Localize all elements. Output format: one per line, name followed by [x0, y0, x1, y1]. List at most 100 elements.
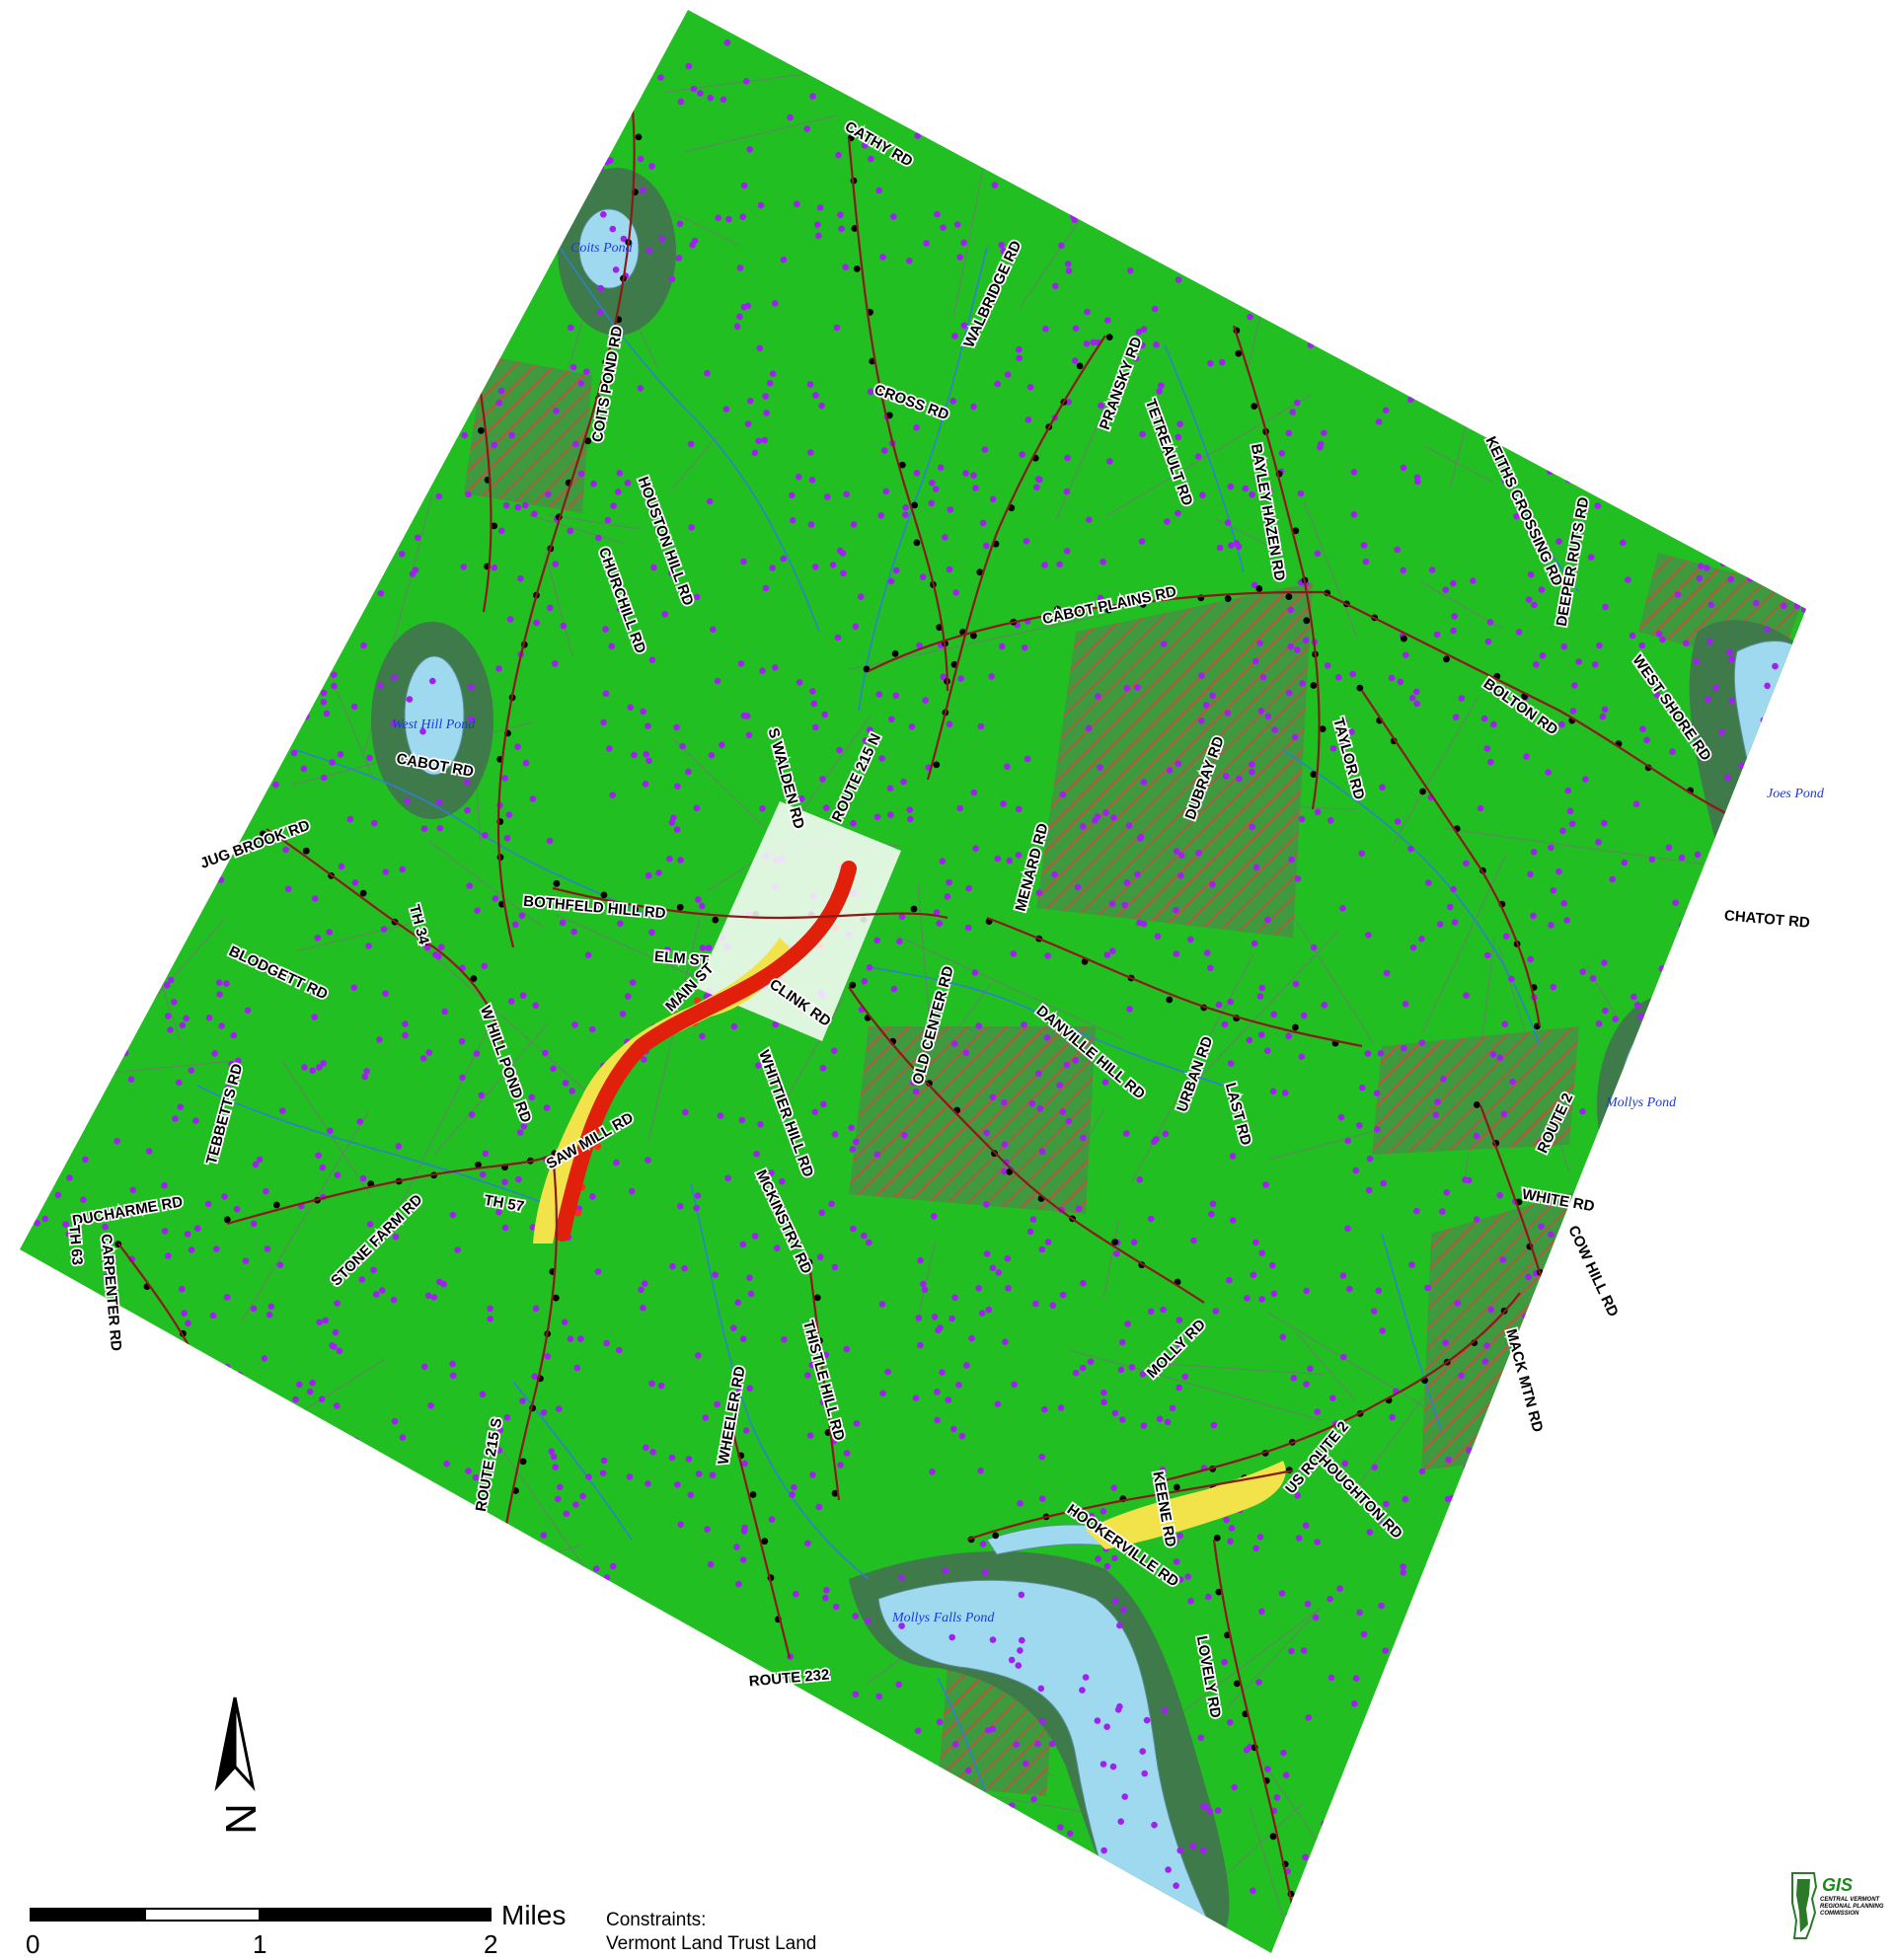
point-purple: [223, 1363, 231, 1371]
point-purple: [1335, 674, 1342, 681]
point-purple: [1496, 1191, 1503, 1199]
point-purple: [851, 1801, 858, 1809]
point-purple: [1518, 417, 1526, 425]
point-purple: [425, 1049, 433, 1056]
point-purple: [1561, 1423, 1569, 1430]
point-purple: [175, 913, 182, 921]
point-purple: [1666, 1427, 1673, 1435]
point-purple: [1045, 110, 1053, 117]
point-purple: [1419, 248, 1427, 255]
point-purple: [1037, 1685, 1045, 1693]
point-purple: [1688, 1779, 1696, 1786]
point-purple: [998, 241, 1005, 249]
point-purple: [437, 943, 445, 950]
point-purple: [714, 1686, 721, 1694]
point-purple: [837, 211, 844, 218]
point-purple: [1818, 1239, 1825, 1245]
point-purple: [1310, 943, 1318, 951]
point-purple: [693, 593, 701, 601]
point-purple: [309, 1379, 316, 1387]
point-purple: [1595, 159, 1602, 166]
point-purple: [79, 1343, 87, 1350]
point-purple: [56, 536, 63, 543]
point-purple: [1052, 282, 1059, 290]
point-purple: [349, 1495, 357, 1502]
point-purple: [974, 105, 982, 113]
parcel-line: [372, 1543, 539, 1546]
point-purple: [1032, 75, 1040, 82]
point-purple: [822, 804, 830, 811]
point-purple: [1595, 839, 1602, 846]
point-purple: [1065, 1117, 1073, 1125]
point-purple: [1072, 1895, 1079, 1903]
point-purple: [1083, 206, 1090, 214]
point-purple: [1670, 1669, 1678, 1676]
point-purple: [429, 677, 436, 685]
point-purple: [1365, 932, 1372, 939]
point-purple: [602, 82, 610, 90]
point-purple: [692, 1870, 699, 1877]
point-purple: [1408, 1261, 1415, 1268]
point-purple: [707, 94, 715, 102]
point-purple: [989, 1264, 997, 1272]
point-purple: [1746, 1039, 1753, 1047]
point-purple: [1072, 1057, 1079, 1064]
point-purple: [1036, 1105, 1044, 1112]
point-purple: [1442, 1339, 1449, 1346]
point-purple: [1024, 113, 1032, 119]
point-black: [442, 220, 449, 228]
point-purple: [1633, 1586, 1640, 1593]
point-black: [970, 632, 977, 640]
point-purple: [1591, 661, 1599, 668]
point-purple: [1585, 62, 1592, 70]
point-purple: [679, 742, 686, 750]
point-purple: [1683, 1498, 1691, 1506]
point-purple: [1757, 1257, 1765, 1264]
point-purple: [599, 1470, 607, 1476]
point-purple: [333, 1402, 341, 1409]
point-purple: [91, 1564, 99, 1571]
point-purple: [197, 265, 204, 272]
point-purple: [862, 737, 870, 744]
point-purple: [311, 1432, 318, 1440]
point-purple: [1216, 544, 1224, 552]
point-purple: [1587, 1731, 1595, 1739]
point-purple: [1024, 755, 1031, 763]
point-purple: [54, 828, 61, 835]
point-purple: [204, 242, 211, 249]
point-purple: [349, 468, 357, 476]
point-purple: [632, 65, 639, 72]
point-purple: [1552, 1281, 1559, 1288]
point-purple: [1508, 1704, 1516, 1711]
point-purple: [834, 634, 842, 641]
point-purple: [1474, 1216, 1480, 1223]
point-purple: [402, 1031, 409, 1039]
point-purple: [1383, 969, 1391, 977]
point-purple: [1258, 984, 1266, 992]
point-purple: [185, 1319, 191, 1327]
point-purple: [985, 1935, 992, 1943]
point-purple: [1788, 1796, 1796, 1804]
point-purple: [1239, 109, 1246, 116]
point-purple: [721, 1870, 729, 1878]
point-purple: [1252, 1545, 1259, 1552]
point-purple: [888, 716, 895, 723]
point-purple: [1143, 1716, 1151, 1724]
point-purple: [552, 561, 560, 567]
point-purple: [1415, 1929, 1422, 1937]
point-purple: [209, 1603, 216, 1611]
point-purple: [843, 1860, 851, 1867]
point-purple: [529, 1224, 537, 1231]
point-purple: [1558, 720, 1565, 728]
point-purple: [1136, 165, 1143, 172]
point-purple: [386, 361, 394, 369]
point-purple: [369, 307, 376, 315]
point-purple: [739, 1241, 747, 1248]
point-purple: [1371, 1464, 1379, 1471]
road-line: [1322, 591, 1738, 820]
point-purple: [1790, 892, 1797, 900]
point-purple: [1108, 30, 1116, 38]
pond-label-joes: Joes Pond: [1767, 787, 1825, 801]
